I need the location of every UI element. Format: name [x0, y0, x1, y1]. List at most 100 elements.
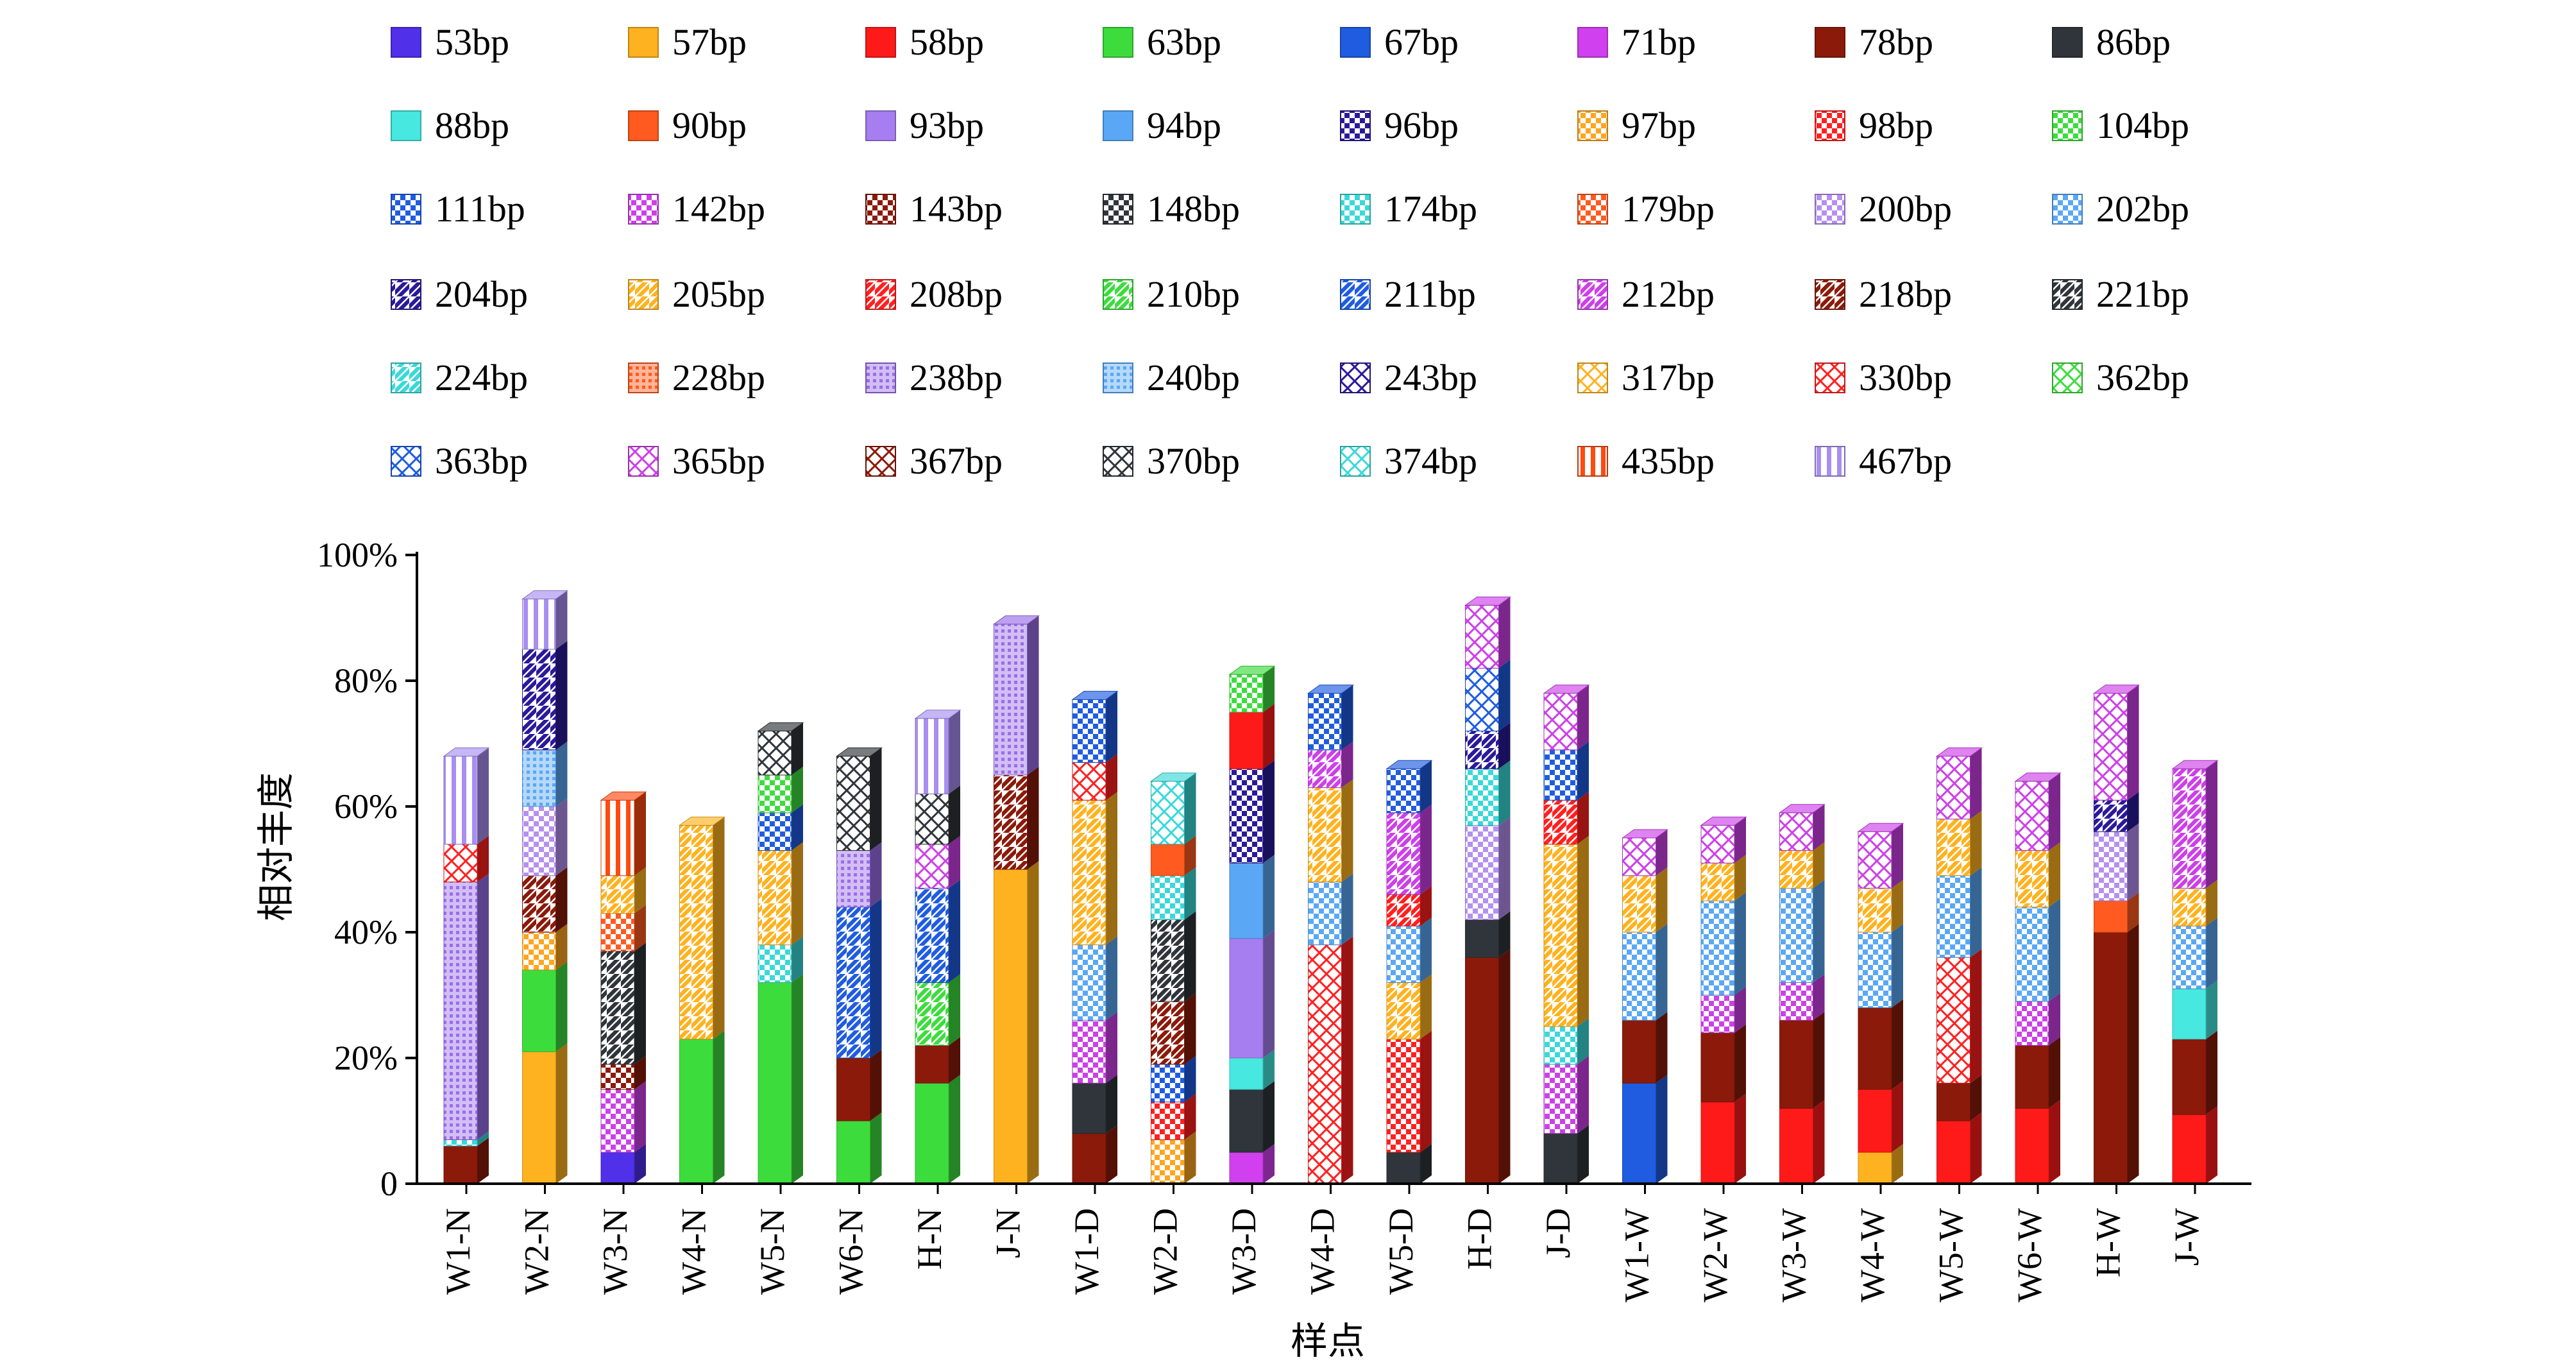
- bar-segment: [1543, 792, 1589, 845]
- legend-swatch: [1577, 194, 1608, 225]
- y-axis-title: 相对丰度: [255, 772, 297, 921]
- bar-segment: [522, 961, 568, 1052]
- bar-segment: [1543, 1125, 1589, 1184]
- bar-segment: [1935, 747, 1983, 820]
- bar-segment: [1779, 880, 1825, 983]
- legend-swatch: [391, 279, 421, 310]
- bar-segment: [915, 835, 960, 889]
- legend-swatch: [1815, 279, 1845, 310]
- legend-label: 86bp: [2096, 21, 2171, 63]
- legend-swatch: [1340, 110, 1371, 141]
- bar-segment: [1622, 1012, 1668, 1084]
- legend-item: 90bp: [628, 105, 747, 146]
- bar-segment: [1700, 892, 1746, 996]
- legend-swatch: [391, 194, 421, 225]
- legend-item: 370bp: [1103, 440, 1240, 482]
- legend-label: 202bp: [2096, 188, 2189, 230]
- legend-swatch: [1103, 110, 1133, 141]
- bar-segment: [600, 1081, 646, 1153]
- bar-segment: [1778, 804, 1826, 851]
- bar-segment: [2015, 1037, 2060, 1109]
- legend-swatch: [2052, 279, 2083, 310]
- bar-segment: [1621, 829, 1669, 876]
- bar-segment: [1700, 855, 1746, 901]
- bar-segment: [1229, 1081, 1275, 1153]
- bar-segment: [1229, 1144, 1275, 1184]
- legend-swatch: [1815, 446, 1845, 477]
- legend-item: 78bp: [1815, 21, 1933, 63]
- legend-swatch: [1340, 362, 1371, 393]
- bar-segment: [1229, 760, 1275, 864]
- legend-label: 370bp: [1147, 440, 1240, 482]
- bar-segment: [1151, 1131, 1196, 1184]
- bar-segment: [1151, 867, 1196, 920]
- legend-label: 212bp: [1622, 273, 1715, 315]
- bar-segment: [1386, 974, 1432, 1040]
- bar-segment: [1151, 911, 1196, 1002]
- bar-stack: [1700, 816, 1747, 1184]
- legend-swatch: [628, 27, 659, 58]
- legend-label: 243bp: [1384, 357, 1477, 398]
- legend-label: 94bp: [1147, 105, 1221, 146]
- x-tick-label: W1-N: [439, 1208, 477, 1295]
- legend-label: 362bp: [2096, 357, 2189, 398]
- bar-segment: [1465, 722, 1511, 769]
- legend-swatch: [1577, 362, 1608, 393]
- legend-item: 374bp: [1340, 440, 1477, 482]
- legend-item: 58bp: [865, 21, 984, 63]
- legend-swatch: [1103, 362, 1133, 393]
- bar-stack: [443, 747, 490, 1184]
- bar-segment: [757, 722, 804, 776]
- bar-segment: [758, 804, 803, 851]
- bar-segment: [1229, 855, 1275, 939]
- legend-item: 240bp: [1103, 357, 1240, 398]
- legend-swatch: [1340, 194, 1371, 225]
- y-tick-label: 20%: [334, 1039, 398, 1077]
- legend-item: 243bp: [1340, 357, 1477, 398]
- x-tick-label: W5-D: [1382, 1208, 1420, 1295]
- x-axis-title: 样点: [1291, 1320, 1365, 1362]
- bar-segment: [522, 798, 568, 876]
- bar-segment: [836, 1050, 882, 1121]
- legend-label: 71bp: [1622, 21, 1696, 63]
- legend-swatch: [2052, 362, 2083, 393]
- legend-label: 63bp: [1147, 21, 1221, 63]
- legend-label: 96bp: [1384, 105, 1459, 146]
- bar-segment: [2092, 685, 2140, 801]
- legend-item: 111bp: [391, 188, 525, 230]
- y-tick-label: 40%: [334, 913, 398, 951]
- bar-segment: [1779, 974, 1825, 1021]
- legend-item: 63bp: [1103, 21, 1221, 63]
- bar-segment: [2171, 760, 2219, 889]
- bar-segment: [443, 873, 489, 1140]
- bar-stack: [2171, 760, 2219, 1184]
- legend-item: 211bp: [1340, 273, 1476, 315]
- bar-segment: [1307, 685, 1355, 751]
- bar-segment: [1386, 804, 1432, 895]
- bar-stack: [1857, 823, 1904, 1184]
- legend-item: 96bp: [1340, 105, 1459, 146]
- legend-item: 143bp: [865, 188, 1003, 230]
- legend-item: 205bp: [628, 273, 765, 315]
- bar-segment: [2172, 880, 2217, 926]
- legend-swatch: [2052, 194, 2083, 225]
- bar-segment: [2015, 842, 2060, 908]
- bar-stack: [1464, 596, 1512, 1184]
- x-tick-label: J-D: [1539, 1208, 1577, 1258]
- bar-stack: [600, 791, 647, 1184]
- legend-label: 211bp: [1384, 273, 1476, 315]
- bar-segment: [1465, 760, 1511, 826]
- bar-segment: [836, 842, 882, 908]
- bar-segment: [915, 1075, 960, 1184]
- legend-item: 204bp: [391, 273, 528, 315]
- legend-item: 200bp: [1815, 188, 1952, 230]
- legend-label: 218bp: [1859, 273, 1952, 315]
- legend-label: 179bp: [1622, 188, 1715, 230]
- bar-segment: [1151, 835, 1196, 876]
- bar-stack: [1071, 690, 1119, 1184]
- bar-segment: [1151, 993, 1196, 1065]
- legend-swatch: [391, 362, 421, 393]
- y-tick-label: 0: [380, 1164, 398, 1203]
- legend-swatch: [2052, 27, 2083, 58]
- legend-item: 224bp: [391, 357, 528, 398]
